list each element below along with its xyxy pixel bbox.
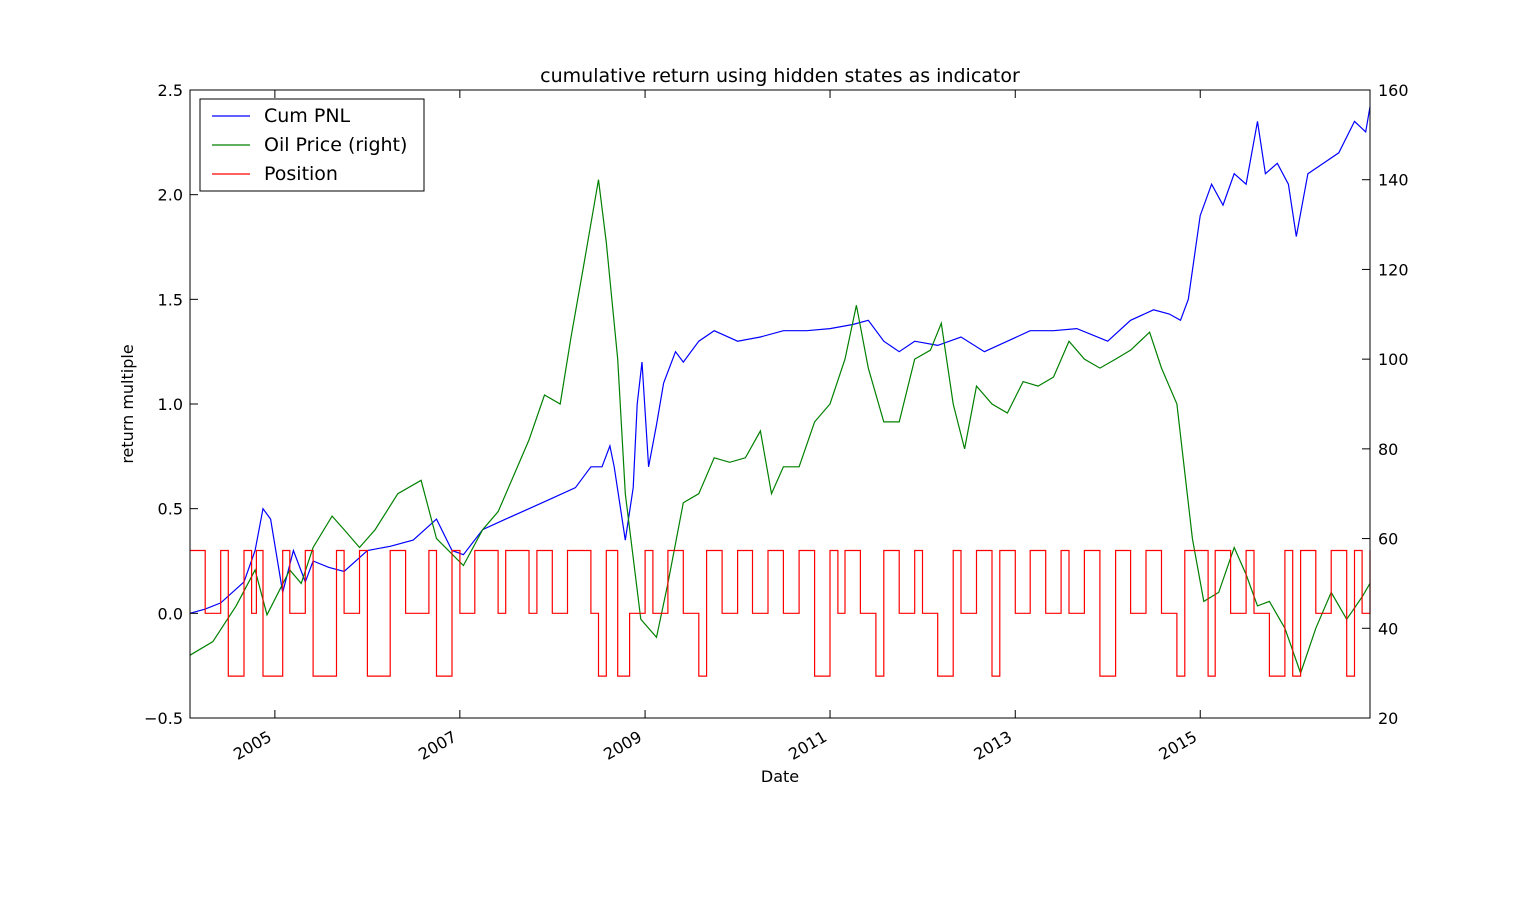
left-axis: −0.5 0.0 0.5 1.0 1.5 2.0 2.5 <box>144 81 198 728</box>
legend: Cum PNL Oil Price (right) Position <box>199 98 425 192</box>
y-tick-label-right: 20 <box>1378 709 1398 728</box>
y-tick-label: 2.5 <box>158 81 183 100</box>
series-line-oil-price-right <box>189 179 1371 675</box>
y-tick-label-right: 140 <box>1378 171 1409 190</box>
legend-label-oil-price: Oil Price (right) <box>264 134 407 156</box>
right-axis: 20 40 60 80 100 120 140 160 <box>1362 81 1409 728</box>
y-tick-label: −0.5 <box>144 709 183 728</box>
y-tick-label-right: 160 <box>1378 81 1409 100</box>
y-tick-label: 2.0 <box>158 186 183 205</box>
y-tick-label-right: 120 <box>1378 260 1409 279</box>
series-line-position <box>190 549 1371 677</box>
series-line-cum-pnl <box>189 106 1371 614</box>
series-layer <box>189 106 1371 677</box>
chart-title: cumulative return using hidden states as… <box>540 65 1020 87</box>
y-tick-label-right: 100 <box>1378 350 1409 369</box>
y-axis-label: return multiple <box>118 344 137 463</box>
y-tick-label-right: 40 <box>1378 619 1398 638</box>
x-axis-label: Date <box>761 767 799 786</box>
y-tick-label-right: 80 <box>1378 440 1398 459</box>
y-tick-label: 1.0 <box>158 395 183 414</box>
legend-label-position: Position <box>264 163 338 185</box>
y-tick-label: 0.5 <box>158 500 183 519</box>
y-tick-label-right: 60 <box>1378 530 1398 549</box>
y-tick-label: 0.0 <box>158 604 183 623</box>
y-tick-label: 1.5 <box>158 290 183 309</box>
legend-label-cum-pnl: Cum PNL <box>264 105 351 127</box>
